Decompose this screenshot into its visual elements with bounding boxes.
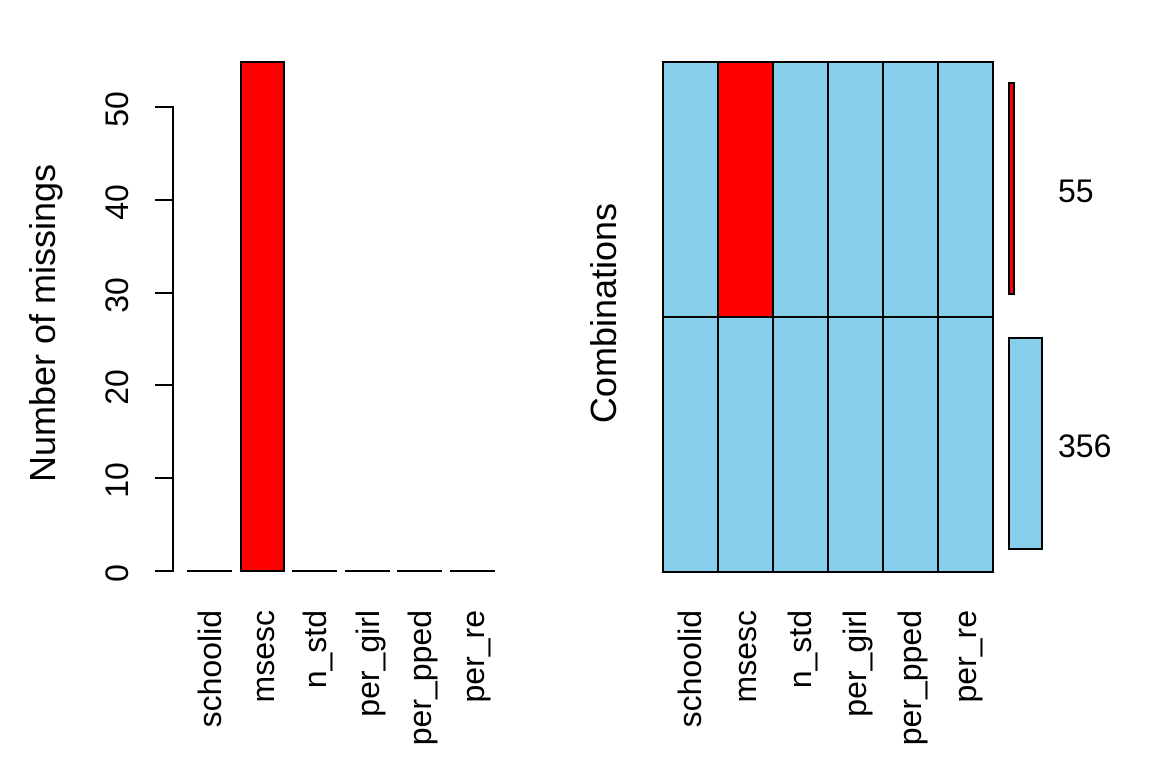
x-tick-label-right-per_re-text: per_re	[947, 610, 983, 703]
bar-msesc	[240, 61, 285, 572]
grid-cell-msesc-observed	[717, 316, 774, 573]
zero-bar-per_girl	[345, 570, 390, 572]
x-tick-label-right-n_std-text: n_std	[782, 610, 818, 689]
grid-cell-per_pped-observed	[882, 61, 939, 318]
grid-cell-per_girl-observed	[827, 61, 884, 318]
y-tick-mark	[155, 106, 172, 108]
y-axis-line	[172, 106, 174, 572]
grid-cell-per_girl-observed	[827, 316, 884, 573]
zero-bar-schoolid	[187, 570, 232, 572]
grid-cell-n_std-observed	[772, 316, 829, 573]
x-tick-label-right-per_girl-text: per_girl	[837, 610, 873, 717]
combination-count-bar	[1008, 337, 1043, 550]
zero-bar-per_re	[450, 570, 495, 572]
x-tick-label-right-per_pped-text: per_pped	[892, 610, 928, 746]
combination-count-label: 55	[1058, 173, 1094, 209]
x-tick-label-right-schoolid-text: schoolid	[672, 610, 708, 728]
zero-bar-n_std	[292, 570, 337, 572]
grid-cell-msesc-missing	[717, 61, 774, 318]
y-tick-mark	[155, 384, 172, 386]
combination-count-bar	[1008, 82, 1015, 295]
grid-cell-per_pped-observed	[882, 316, 939, 573]
grid-cell-per_re-observed	[937, 61, 994, 318]
grid-cell-schoolid-observed	[662, 316, 719, 573]
y-tick-mark	[155, 199, 172, 201]
y-tick-mark	[155, 292, 172, 294]
combination-count-label: 356	[1058, 428, 1112, 464]
grid-cell-per_re-observed	[937, 316, 994, 573]
grid-cell-n_std-observed	[772, 61, 829, 318]
x-tick-label-right-msesc-text: msesc	[727, 610, 763, 703]
y-tick-mark	[155, 477, 172, 479]
grid-cell-schoolid-observed	[662, 61, 719, 318]
zero-bar-per_pped	[397, 570, 442, 572]
y-axis-title-right-text: Combinations	[583, 202, 624, 424]
y-tick-mark	[155, 570, 172, 572]
